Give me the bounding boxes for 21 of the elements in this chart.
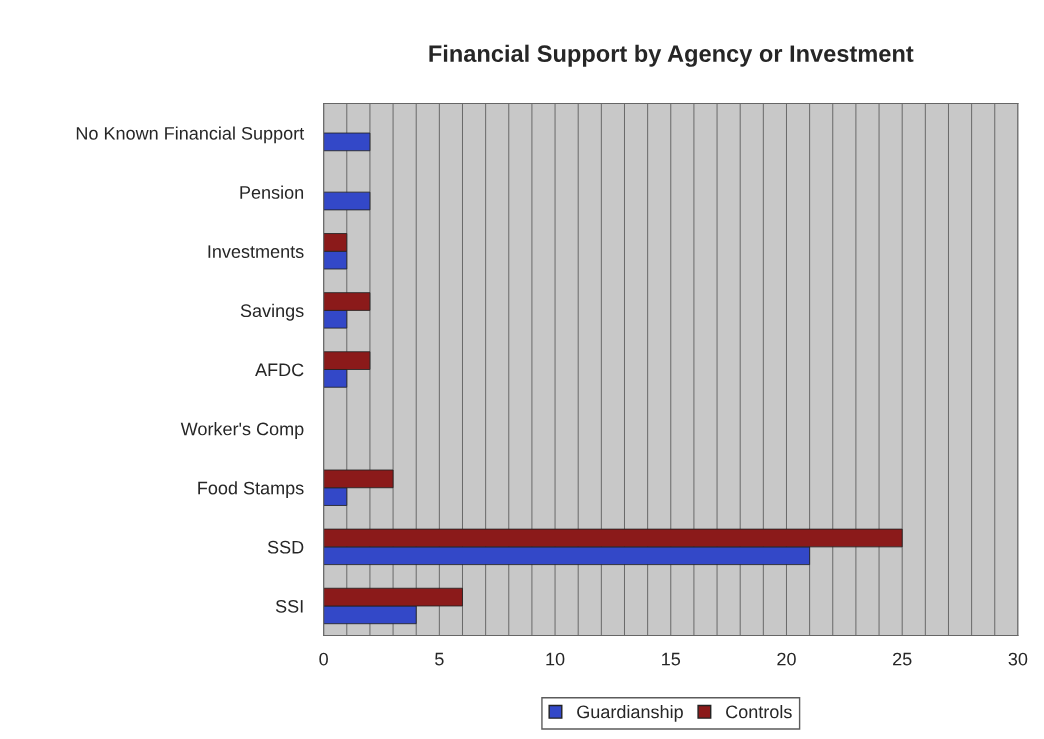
x-tick-label: 20 xyxy=(777,652,796,666)
x-tick-label: 25 xyxy=(893,652,912,666)
y-tick-label: Worker's Comp xyxy=(180,422,304,439)
x-tick-label: 10 xyxy=(546,652,565,666)
y-tick-label: No Known Financial Support xyxy=(76,126,305,144)
bar xyxy=(323,132,371,152)
x-tick-label: 30 xyxy=(1008,652,1028,666)
y-tick-label: Pension xyxy=(240,185,304,199)
y-tick-label: Investments xyxy=(208,245,304,258)
y-tick-label: AFDC xyxy=(255,363,304,377)
x-tick-label: 0 xyxy=(319,652,328,666)
y-tick-label: SSD xyxy=(267,540,304,554)
bar xyxy=(323,191,371,211)
chart-title: Financial Support by Agency or Investment xyxy=(429,44,914,67)
x-tick-label: 5 xyxy=(435,652,444,666)
y-tick-label: Savings xyxy=(240,303,304,321)
legend-label: Guardianship xyxy=(577,705,683,722)
legend-label: Controls xyxy=(726,705,792,719)
y-tick-label: Food Stamps xyxy=(198,481,304,499)
x-tick-label: 15 xyxy=(662,652,681,666)
y-tick-label: SSI xyxy=(275,599,303,613)
